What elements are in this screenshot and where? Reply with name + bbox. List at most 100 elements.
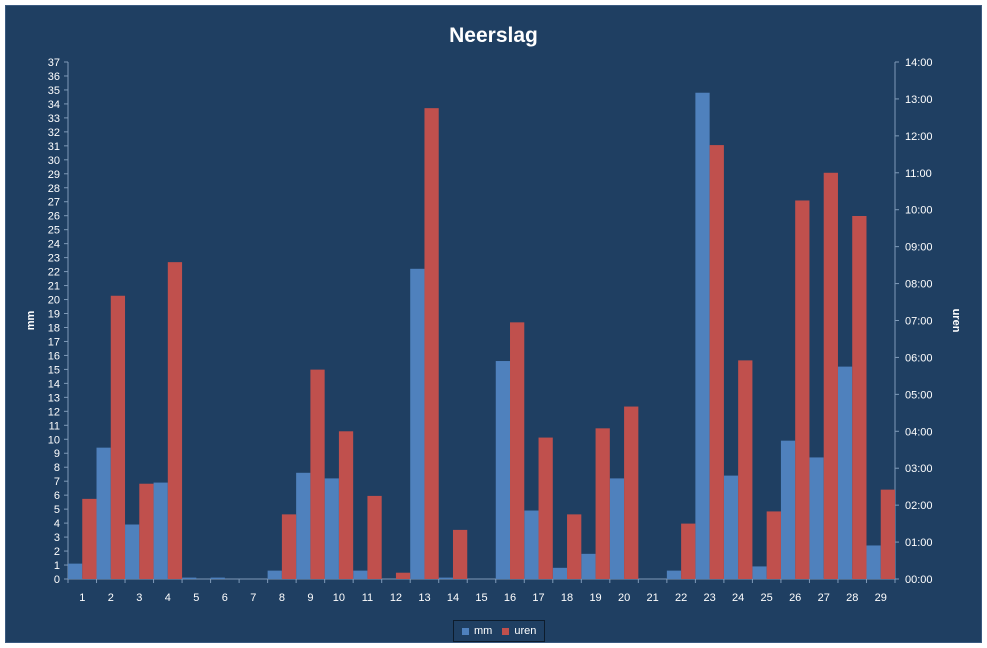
y-tick-label: 20 xyxy=(48,295,60,307)
x-tick-label: 3 xyxy=(136,592,142,604)
bar-uren xyxy=(738,360,753,579)
x-tick-label: 29 xyxy=(875,592,887,604)
bar-uren xyxy=(766,511,781,579)
bar-uren xyxy=(395,572,411,579)
bar-mm xyxy=(324,478,339,579)
bar-mm xyxy=(353,570,368,579)
legend-item-uren: uren xyxy=(502,625,536,637)
bar-mm xyxy=(695,92,710,579)
y-tick-label: 31 xyxy=(48,141,60,153)
legend-swatch-mm xyxy=(462,627,469,635)
y-tick-label: 25 xyxy=(48,225,60,237)
y-tick-label: 0 xyxy=(54,574,60,586)
y-tick-label: 7 xyxy=(54,476,60,488)
y2-tick-label: 14:00 xyxy=(905,57,933,69)
y-tick-label: 27 xyxy=(48,197,60,209)
y-tick-label: 17 xyxy=(48,336,60,348)
y-tick-label: 13 xyxy=(48,392,60,404)
x-tick-label: 21 xyxy=(646,592,658,604)
bar-mm xyxy=(666,570,682,579)
bar-uren xyxy=(452,529,468,579)
y2-tick-label: 13:00 xyxy=(905,94,933,106)
y-tick-label: 33 xyxy=(48,113,60,125)
y2-tick-label: 08:00 xyxy=(905,279,933,291)
x-tick-label: 15 xyxy=(475,592,487,604)
bar-mm xyxy=(267,570,282,579)
y2-tick-label: 12:00 xyxy=(905,131,933,143)
bar-mm xyxy=(410,268,425,579)
y-tick-label: 28 xyxy=(48,183,60,195)
y2-tick-label: 11:00 xyxy=(905,168,932,180)
bar-mm xyxy=(182,577,197,579)
bar-uren xyxy=(82,498,97,579)
bar-mm xyxy=(723,475,739,579)
chart-title: Neerslag xyxy=(449,24,538,47)
chart-area: Neerslag 0 1 2 3 4 5 6 7 8 9 10 11 12 13 14 15 16 17 18 19 2… xyxy=(5,5,982,643)
y-tick-label: 16 xyxy=(48,350,60,362)
bar-mm xyxy=(609,478,625,579)
y-tick-label: 21 xyxy=(48,281,60,293)
bar-mm xyxy=(153,482,168,579)
y-tick-label: 19 xyxy=(48,309,60,321)
legend-label-uren: uren xyxy=(514,625,537,637)
x-tick-label: 10 xyxy=(333,592,345,604)
y-tick-label: 30 xyxy=(48,155,60,167)
bar-uren xyxy=(624,406,639,579)
y2-tick-label: 07:00 xyxy=(905,316,933,328)
bar-mm xyxy=(581,553,596,579)
y-tick-label: 24 xyxy=(48,239,60,251)
y-tick-label: 36 xyxy=(48,71,60,83)
bar-mm xyxy=(752,566,767,579)
x-tick-label: 12 xyxy=(390,592,402,604)
x-tick-label: 6 xyxy=(222,592,228,604)
y-tick-label: 6 xyxy=(54,490,60,502)
y-tick-label: 35 xyxy=(48,85,60,97)
y-tick-label: 26 xyxy=(48,211,60,223)
y-tick-label: 4 xyxy=(54,518,60,530)
y2-tick-label: 04:00 xyxy=(905,426,933,438)
x-tick-label: 24 xyxy=(732,592,744,604)
bar-uren xyxy=(567,514,582,579)
x-tick-label: 11 xyxy=(362,592,373,604)
x-tick-label: 13 xyxy=(418,592,430,604)
x-tick-label: 9 xyxy=(307,592,313,604)
x-tick-label: 4 xyxy=(165,592,171,604)
bar-mm xyxy=(96,447,111,579)
bar-mm xyxy=(210,577,225,579)
y2-tick-label: 01:00 xyxy=(905,537,933,549)
y2-tick-label: 02:00 xyxy=(905,500,933,512)
legend-item-mm: mm xyxy=(462,625,492,637)
legend-label-mm: mm xyxy=(474,625,493,637)
y2-tick-label: 00:00 xyxy=(905,574,933,586)
bar-chart: 0123456789101112131415161718192021222324… xyxy=(25,57,962,604)
bar-mm xyxy=(68,563,83,579)
x-tick-label: 5 xyxy=(193,592,199,604)
bar-mm xyxy=(809,457,824,579)
y-tick-label: 18 xyxy=(48,322,60,334)
x-tick-label: 18 xyxy=(561,592,573,604)
y-tick-label: 22 xyxy=(48,267,60,279)
legend: mm uren xyxy=(453,620,546,642)
y-tick-label: 10 xyxy=(48,434,60,446)
bar-mm xyxy=(866,545,881,579)
x-tick-label: 1 xyxy=(79,592,85,604)
y2-tick-label: 10:00 xyxy=(905,205,933,217)
y-tick-label: 23 xyxy=(48,253,60,265)
y-tick-label: 9 xyxy=(54,448,60,460)
bar-uren xyxy=(310,369,325,579)
bar-uren xyxy=(795,200,810,579)
x-tick-label: 17 xyxy=(532,592,544,604)
x-tick-label: 28 xyxy=(846,592,858,604)
x-tick-label: 19 xyxy=(589,592,601,604)
x-tick-label: 27 xyxy=(818,592,830,604)
y-tick-label: 29 xyxy=(48,169,60,181)
bar-mm xyxy=(495,361,511,579)
y2-tick-label: 05:00 xyxy=(905,389,933,401)
bar-uren xyxy=(823,172,838,580)
y-tick-label: 12 xyxy=(48,406,60,418)
bar-mm xyxy=(125,524,140,579)
y-tick-label: 3 xyxy=(54,532,60,544)
x-tick-label: 26 xyxy=(789,592,801,604)
x-tick-label: 22 xyxy=(675,592,687,604)
y2-axis-title: uren xyxy=(950,309,962,333)
